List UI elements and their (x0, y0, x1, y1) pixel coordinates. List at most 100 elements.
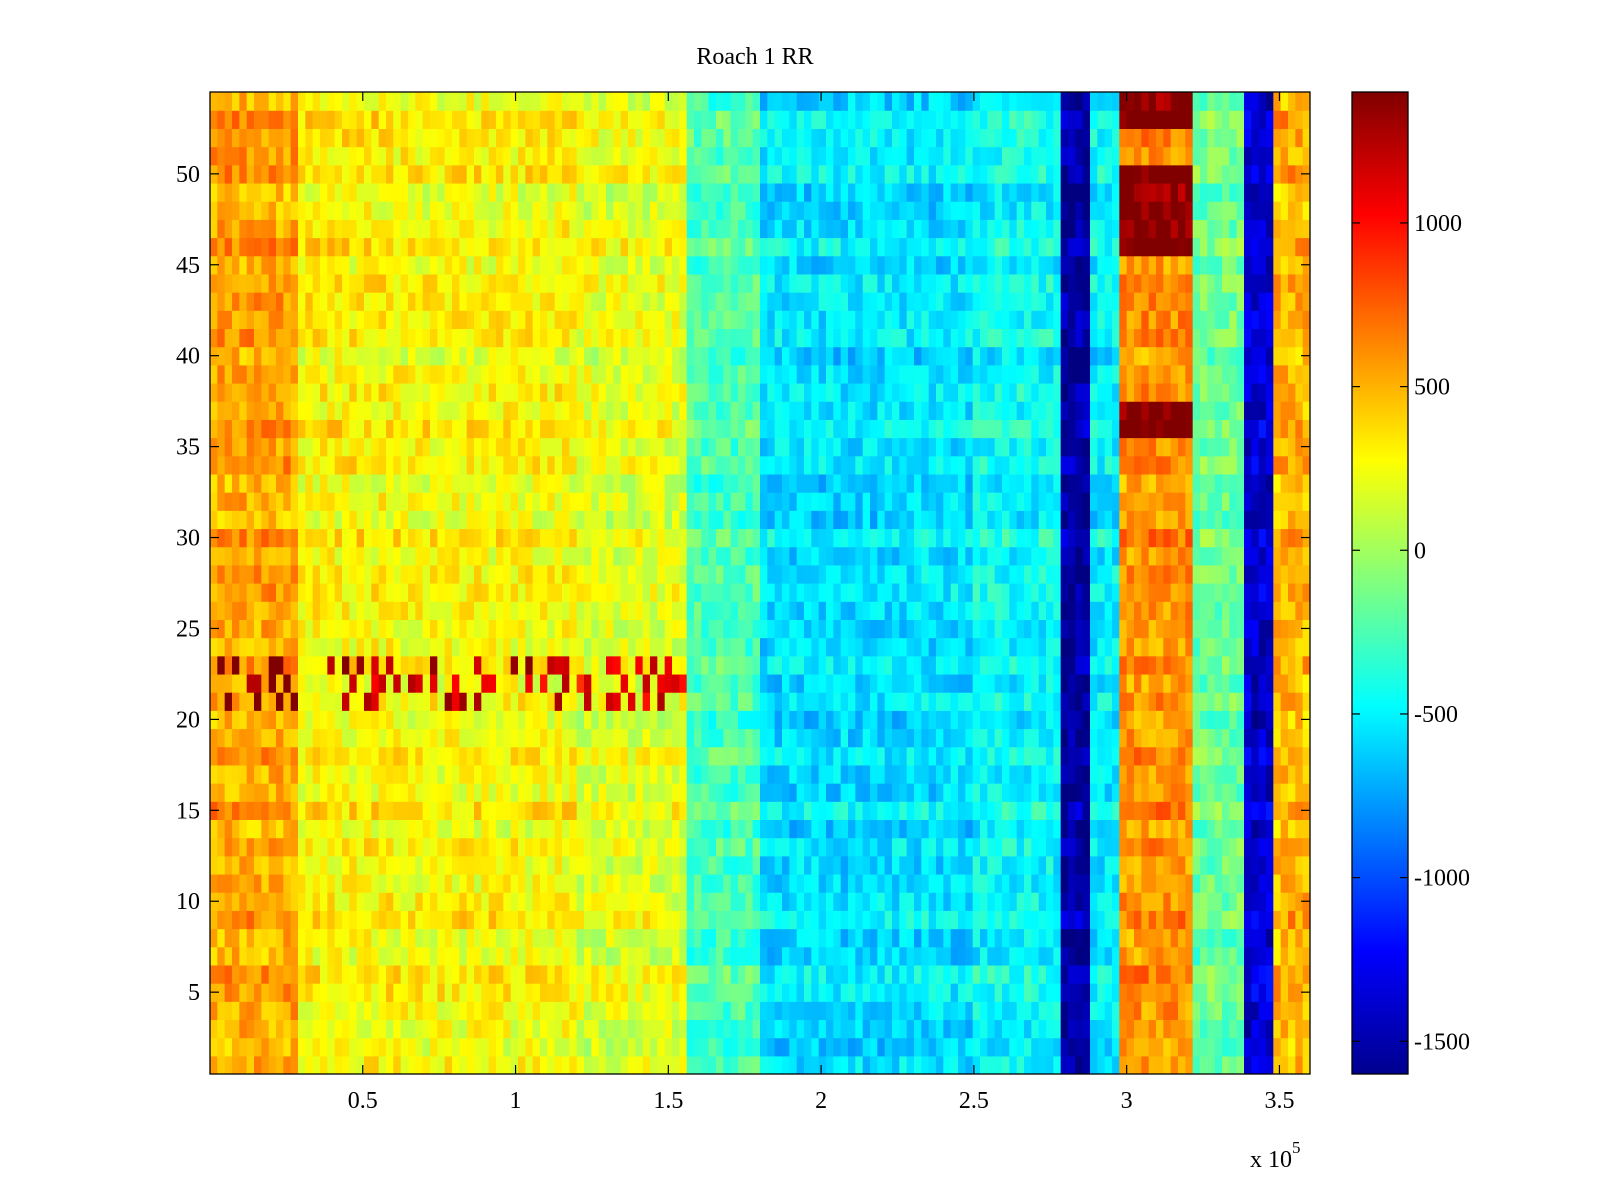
heatmap-cell (1207, 583, 1216, 602)
heatmap-cell (950, 710, 959, 730)
heatmap-cell (752, 837, 761, 857)
heatmap-cell (503, 655, 512, 675)
heatmap-cell (1024, 892, 1032, 911)
heatmap-cell (232, 528, 240, 548)
heatmap-cell (928, 673, 937, 693)
heatmap-cell (312, 764, 321, 784)
heatmap-cell (1236, 564, 1245, 584)
heatmap-cell (936, 928, 944, 948)
heatmap-cell (620, 492, 629, 511)
heatmap-cell (327, 692, 336, 711)
heatmap-cell (254, 455, 262, 475)
heatmap-cell (1126, 1001, 1135, 1021)
heatmap-cell (254, 583, 262, 602)
heatmap-cell (1090, 1055, 1098, 1074)
heatmap-cell (870, 1001, 878, 1021)
heatmap-cell (1258, 819, 1267, 839)
heatmap-cell (298, 1037, 306, 1057)
heatmap-cell (708, 564, 717, 584)
heatmap-cell (620, 710, 629, 730)
heatmap-cell (987, 928, 996, 948)
heatmap-cell (466, 692, 475, 711)
heatmap-cell (1258, 1037, 1267, 1057)
heatmap-cell (540, 928, 548, 948)
heatmap-cell (613, 873, 622, 893)
heatmap-cell (774, 528, 783, 548)
heatmap-cell (1031, 746, 1040, 766)
heatmap-plot-area (210, 92, 1310, 1074)
heatmap-cell (386, 764, 394, 784)
heatmap-cell (217, 528, 226, 548)
heatmap-cell (224, 728, 233, 748)
heatmap-cell (371, 546, 380, 566)
heatmap-cell (415, 564, 424, 584)
heatmap-cell (972, 910, 981, 930)
heatmap-cell (1024, 1055, 1032, 1074)
heatmap-cell (862, 928, 871, 948)
heatmap-cell (554, 892, 563, 911)
heatmap-cell (1185, 1037, 1194, 1057)
heatmap-cell (972, 710, 981, 730)
heatmap-cell (598, 819, 607, 839)
heatmap-cell (393, 601, 402, 620)
heatmap-cell (305, 728, 314, 748)
heatmap-cell (268, 473, 277, 493)
heatmap-cell (752, 910, 761, 930)
heatmap-cell (356, 1055, 365, 1074)
heatmap-cell (672, 837, 680, 857)
heatmap-cell (481, 1037, 490, 1057)
heatmap-cell (217, 510, 226, 530)
heatmap-cell (488, 692, 497, 711)
heatmap-cell (342, 928, 350, 948)
heatmap-cell (672, 1019, 680, 1039)
heatmap-cell (327, 801, 336, 821)
heatmap-cell (708, 764, 717, 784)
heatmap-cell (312, 801, 321, 821)
heatmap-cell (965, 473, 974, 493)
heatmap-cell (1104, 473, 1113, 493)
heatmap-cell (928, 746, 937, 766)
heatmap-cell (708, 583, 717, 602)
heatmap-cell (261, 455, 270, 475)
heatmap-cell (1090, 1037, 1098, 1057)
heatmap-cell (408, 473, 416, 493)
heatmap-cell (503, 873, 512, 893)
heatmap-cell (1236, 873, 1245, 893)
heatmap-cell (921, 837, 930, 857)
heatmap-cell (679, 637, 688, 657)
heatmap-cell (1214, 473, 1223, 493)
heatmap-cell (305, 455, 314, 475)
heatmap-cell (730, 673, 739, 693)
heatmap-cell (334, 946, 343, 966)
heatmap-cell (342, 546, 350, 566)
heatmap-cell (994, 673, 1003, 693)
heatmap-cell (481, 1055, 490, 1074)
heatmap-cell (796, 746, 805, 766)
heatmap-cell (349, 946, 358, 966)
heatmap-cell (1031, 655, 1040, 675)
heatmap-cell (738, 546, 746, 566)
heatmap-cell (378, 510, 387, 530)
heatmap-cell (1141, 728, 1150, 748)
heatmap-cell (635, 946, 644, 966)
heatmap-cell (877, 928, 886, 948)
heatmap-cell (1148, 473, 1157, 493)
heatmap-cell (877, 728, 886, 748)
heatmap-cell (510, 837, 519, 857)
heatmap-cell (540, 619, 548, 639)
heatmap-cell (393, 492, 402, 511)
heatmap-cell (378, 564, 387, 584)
heatmap-cell (320, 637, 328, 657)
heatmap-cell (1075, 692, 1084, 711)
heatmap-cell (378, 964, 387, 984)
heatmap-cell (1024, 1037, 1032, 1057)
heatmap-cell (254, 819, 262, 839)
heatmap-cell (738, 1055, 746, 1074)
heatmap-cell (716, 910, 724, 930)
heatmap-cell (1170, 910, 1179, 930)
heatmap-cell (1024, 673, 1032, 693)
heatmap-cell (518, 1037, 526, 1057)
heatmap-cell (1046, 928, 1054, 948)
heatmap-cell (950, 910, 959, 930)
heatmap-cell (1185, 510, 1194, 530)
